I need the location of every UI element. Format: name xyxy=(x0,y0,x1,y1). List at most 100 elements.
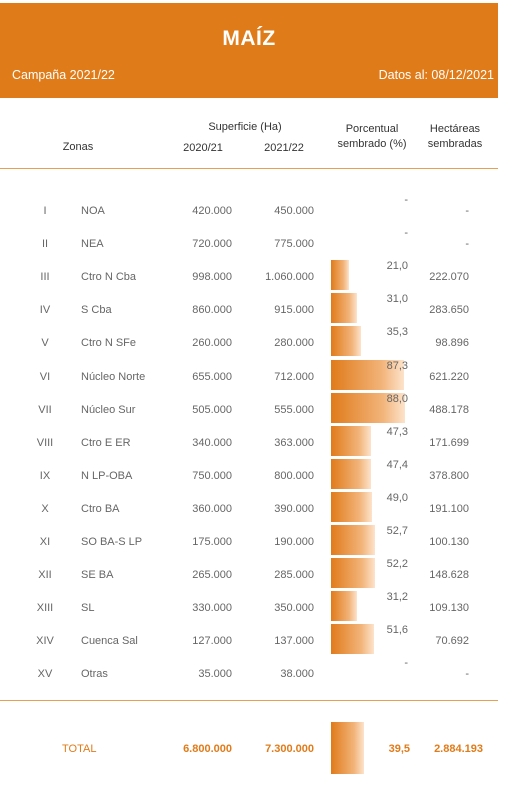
table-row: X Ctro BA 360.000 390.000 49,0 191.100 xyxy=(0,491,514,525)
table-row: XV Otras 35.000 38.000 - - xyxy=(0,657,514,690)
surface-2021-22: 390.000 xyxy=(274,502,314,515)
table-row: I NOA 420.000 450.000 - - xyxy=(0,194,514,227)
percent-bar xyxy=(331,326,361,357)
surface-2021-22: 775.000 xyxy=(274,238,314,251)
percent-sown: 49,0 xyxy=(386,491,408,504)
hectares-sown: 283.650 xyxy=(429,304,469,317)
zone-number: XV xyxy=(37,668,53,681)
surface-2020-21: 175.000 xyxy=(192,536,232,548)
surface-2020-21: 655.000 xyxy=(192,370,232,383)
header-surface: Superficie (Ha) xyxy=(208,121,282,133)
percent-sown: 87,3 xyxy=(386,359,408,372)
surface-2020-21: 505.000 xyxy=(192,403,232,416)
data-date-label: Datos al: 08/12/2021 xyxy=(378,68,494,82)
percent-bar xyxy=(331,260,349,291)
surface-2020-21: 330.000 xyxy=(192,602,232,615)
zone-number: X xyxy=(41,502,49,515)
zone-number: IX xyxy=(39,469,51,482)
hectares-sown: - xyxy=(465,238,469,251)
percent-bar xyxy=(331,491,373,522)
hectares-sown: 171.699 xyxy=(429,436,469,449)
percent-bar xyxy=(331,525,376,555)
surface-2021-22: 363.000 xyxy=(274,436,314,449)
percent-sown: 88,0 xyxy=(386,392,408,405)
surface-2021-22: 190.000 xyxy=(274,536,314,548)
table-row: VII Núcleo Sur 505.000 555.000 88,0 488.178 xyxy=(0,392,514,426)
surface-2020-21: 420.000 xyxy=(192,205,232,217)
zone-number: VIII xyxy=(36,436,54,449)
percent-bar xyxy=(331,392,405,423)
total-percent-bar xyxy=(331,722,365,774)
surface-2020-21: 260.000 xyxy=(192,337,232,350)
zone-name: Cuenca Sal xyxy=(81,635,138,648)
surface-2021-22: 712.000 xyxy=(274,370,314,383)
table-row: XIII SL 330.000 350.000 31,2 109.130 xyxy=(0,591,514,624)
percent-bar xyxy=(331,558,375,589)
surface-2020-21: 265.000 xyxy=(192,569,232,582)
percent-sown: 51,6 xyxy=(386,624,408,637)
table-row: XII SE BA 265.000 285.000 52,2 148.628 xyxy=(0,558,514,591)
zone-number: II xyxy=(41,238,49,251)
zone-name: NEA xyxy=(81,238,104,251)
header-year-a: 2020/21 xyxy=(183,142,223,154)
zone-number: IV xyxy=(39,304,51,317)
percent-bar xyxy=(331,624,375,655)
total-surface-2021-22: 7.300.000 xyxy=(265,743,314,755)
header-zones: Zonas xyxy=(62,141,94,153)
zone-name: SO BA-S LP xyxy=(81,536,143,548)
hectares-sown: 98.896 xyxy=(435,337,469,350)
campaign-label: Campaña 2021/22 xyxy=(12,68,115,82)
surface-2020-21: 750.000 xyxy=(192,469,232,482)
hectares-sown: 109.130 xyxy=(429,602,469,615)
surface-2021-22: 137.000 xyxy=(274,635,314,648)
surface-2021-22: 1.060.000 xyxy=(265,271,314,284)
percent-sown: 31,0 xyxy=(386,293,408,306)
total-row: TOTAL 6.800.000 7.300.000 39,5 2.884.193 xyxy=(0,722,514,774)
header-year-b: 2021/22 xyxy=(264,142,304,154)
surface-2021-22: 350.000 xyxy=(274,602,314,615)
percent-sown: - xyxy=(404,657,408,670)
hectares-sown: 488.178 xyxy=(429,403,469,416)
zone-number: XII xyxy=(38,569,52,582)
percent-sown: 31,2 xyxy=(386,591,408,604)
percent-sown: 52,7 xyxy=(386,525,408,537)
zone-number: XIII xyxy=(36,602,54,615)
total-surface-2020-21: 6.800.000 xyxy=(183,743,232,755)
zone-number: XI xyxy=(39,536,51,548)
surface-2021-22: 555.000 xyxy=(274,403,314,416)
table-row: IX N LP-OBA 750.000 800.000 47,4 378.800 xyxy=(0,458,514,492)
zone-name: Ctro E ER xyxy=(81,436,131,449)
hectares-sown: 222.070 xyxy=(429,271,469,284)
zone-name: SE BA xyxy=(81,569,114,582)
header-percent-sown: Porcentual sembrado (%) xyxy=(337,123,407,150)
zone-number: VI xyxy=(39,370,51,383)
table-row: XI SO BA-S LP 175.000 190.000 52,7 100.130 xyxy=(0,525,514,558)
zone-name: Otras xyxy=(81,668,108,681)
hectares-sown: 378.800 xyxy=(429,469,469,482)
surface-2021-22: 285.000 xyxy=(274,569,314,582)
zone-name: N LP-OBA xyxy=(81,469,133,482)
percent-sown: 47,4 xyxy=(386,458,408,471)
table-row: V Ctro N SFe 260.000 280.000 35,3 98.896 xyxy=(0,326,514,359)
surface-2020-21: 860.000 xyxy=(192,304,232,317)
zone-name: Ctro BA xyxy=(81,502,120,515)
hectares-sown: 100.130 xyxy=(429,536,469,548)
percent-bar xyxy=(331,591,358,622)
title-banner: MAÍZ Campaña 2021/22 Datos al: 08/12/202… xyxy=(0,3,498,98)
hectares-sown: 70.692 xyxy=(435,635,469,648)
surface-2021-22: 38.000 xyxy=(280,668,314,681)
surface-2020-21: 720.000 xyxy=(192,238,232,251)
total-divider xyxy=(0,700,498,701)
percent-sown: 52,2 xyxy=(386,558,408,571)
total-label: TOTAL xyxy=(62,743,97,755)
table-row: VI Núcleo Norte 655.000 712.000 87,3 621.220 xyxy=(0,359,514,393)
zone-number: III xyxy=(40,271,50,284)
surface-2020-21: 35.000 xyxy=(198,668,232,681)
surface-2021-22: 800.000 xyxy=(274,469,314,482)
hectares-sown: - xyxy=(465,205,469,217)
percent-bar xyxy=(331,425,371,456)
percent-sown: 21,0 xyxy=(386,260,408,273)
table-row: III Ctro N Cba 998.000 1.060.000 21,0 222.070 xyxy=(0,260,514,293)
zone-name: Ctro N Cba xyxy=(81,271,137,284)
zone-name: Núcleo Sur xyxy=(81,403,136,416)
